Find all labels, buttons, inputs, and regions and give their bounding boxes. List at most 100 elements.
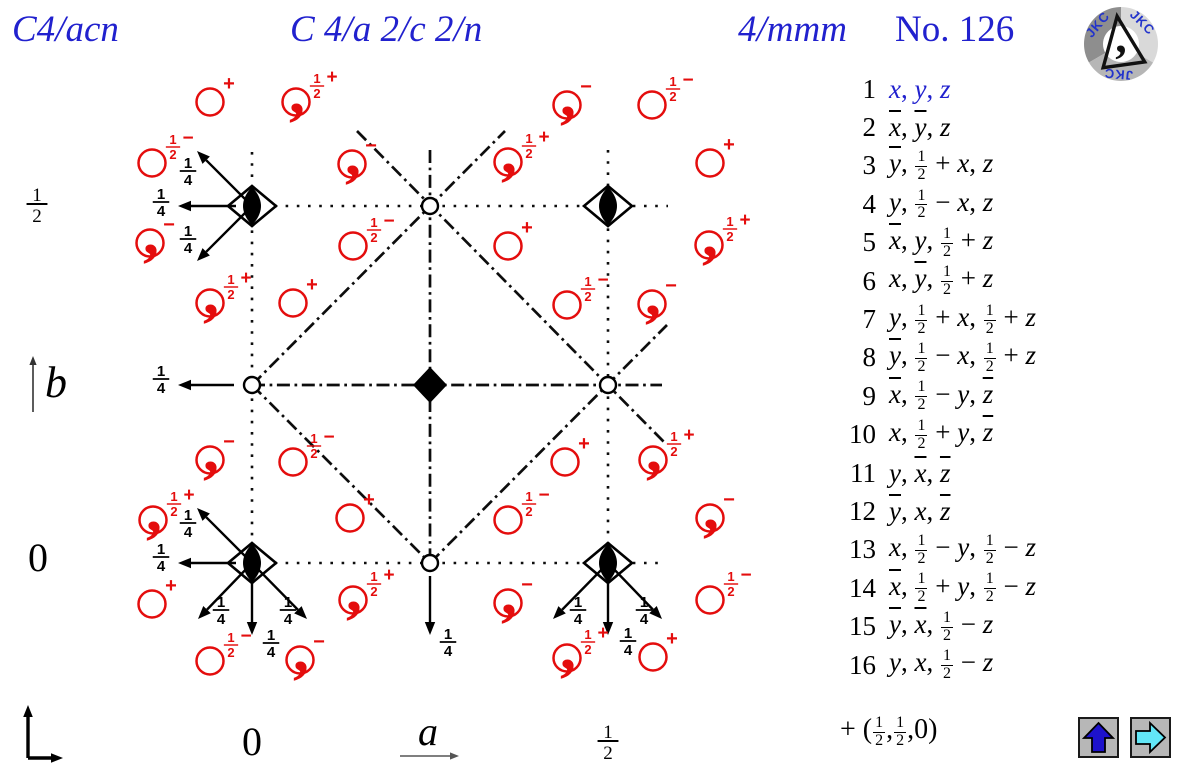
svg-text:1: 1	[726, 214, 733, 229]
axis-label-0: 0	[242, 719, 262, 764]
svg-text:4: 4	[184, 240, 193, 257]
operation-number: 2	[862, 112, 877, 143]
svg-text:4: 4	[267, 644, 276, 661]
atom-symbol: 12−	[338, 211, 395, 261]
svg-text:2: 2	[525, 146, 532, 161]
operation-number: 7	[862, 304, 877, 335]
svg-text:−: −	[240, 626, 251, 647]
comma-glyph: ,	[146, 474, 162, 545]
comma-glyph: ,	[702, 199, 718, 270]
next-button[interactable]	[1130, 717, 1171, 758]
svg-text:4: 4	[157, 558, 166, 575]
atom-enantiomorph-symbol: , −	[337, 118, 377, 189]
n-glide-line	[251, 130, 506, 386]
svg-text:−: −	[580, 76, 592, 98]
operation-number: 6	[862, 265, 877, 296]
svg-text:1: 1	[370, 215, 377, 230]
svg-text:+: +	[183, 485, 194, 506]
svg-text:2: 2	[370, 584, 377, 599]
height-label-quarter: 14	[439, 626, 457, 660]
svg-text:1: 1	[184, 155, 192, 172]
svg-text:+: +	[683, 425, 694, 446]
operation-number: 10	[849, 419, 876, 450]
svg-text:1: 1	[32, 185, 42, 206]
svg-text:2: 2	[670, 444, 677, 459]
svg-text:1: 1	[584, 627, 591, 642]
twofold-axis-arrow	[178, 379, 234, 391]
svg-text:1: 1	[525, 489, 532, 504]
axis-label-b: b	[45, 358, 67, 407]
height-label-quarter: 14	[262, 627, 280, 661]
n-glide-line	[429, 324, 668, 564]
comma-glyph: ,	[346, 554, 362, 625]
inversion-center-symbol	[420, 553, 440, 573]
atom-enantiomorph-symbol: , 12+	[493, 116, 550, 187]
fourfold-axis-symbol	[413, 367, 447, 403]
comma-glyph: ,	[560, 59, 576, 130]
svg-text:+: +	[578, 433, 590, 455]
axis-arrow	[23, 705, 33, 758]
svg-text:4: 4	[157, 203, 166, 220]
svg-text:2: 2	[313, 86, 320, 101]
operation-number: 14	[849, 572, 876, 603]
svg-text:−: −	[597, 270, 608, 291]
svg-text:2: 2	[32, 206, 42, 227]
atom-enantiomorph-symbol: , 12+	[552, 612, 609, 683]
operation-number: 3	[862, 150, 877, 181]
svg-text:1: 1	[184, 223, 192, 240]
svg-text:−: −	[723, 489, 735, 511]
svg-text:4: 4	[444, 643, 453, 660]
twofold-axis-arrow	[197, 508, 253, 564]
operation-number: 1	[862, 73, 877, 104]
svg-text:1: 1	[584, 274, 591, 289]
svg-text:4: 4	[157, 380, 166, 397]
svg-text:1: 1	[669, 74, 676, 89]
twofold-axis-arrow	[424, 576, 436, 635]
comma-glyph: ,	[501, 116, 517, 187]
svg-text:1: 1	[169, 132, 176, 147]
point-group-symbol: 4/mmm	[738, 9, 847, 50]
svg-text:+: +	[240, 268, 251, 289]
svg-text:+: +	[306, 274, 318, 296]
atom-symbol: +	[195, 73, 235, 117]
svg-text:1: 1	[370, 569, 377, 584]
atom-symbol: 12−	[195, 626, 252, 676]
fourbar-axis-symbol	[581, 184, 635, 228]
comma-glyph: ,	[703, 472, 719, 543]
svg-text:1: 1	[310, 431, 317, 446]
height-label-quarter: 14	[212, 594, 230, 628]
n-glide-line	[356, 130, 666, 444]
svg-text:1: 1	[313, 71, 320, 86]
twofold-axis-arrow	[553, 562, 609, 619]
axis-label-0: 0	[28, 535, 48, 580]
svg-text:2: 2	[584, 642, 591, 657]
fraction-label: 12	[580, 274, 596, 304]
svg-text:4: 4	[624, 642, 633, 659]
svg-text:+: +	[723, 134, 735, 156]
atom-symbol: 12−	[637, 70, 694, 120]
svg-text:1: 1	[624, 625, 632, 642]
svg-text:1: 1	[157, 363, 165, 380]
svg-text:1: 1	[603, 722, 613, 743]
svg-text:2: 2	[603, 743, 613, 764]
operation-number: 15	[849, 611, 876, 642]
svg-text:−: −	[365, 135, 377, 157]
svg-text:+: +	[363, 489, 375, 511]
axis-arrow	[28, 753, 63, 763]
fraction-label: 12	[665, 74, 681, 104]
atom-enantiomorph-symbol: , −	[695, 472, 735, 543]
svg-text:+: +	[538, 127, 549, 148]
svg-text:−: −	[521, 574, 533, 596]
atom-symbol: +	[638, 628, 678, 672]
space-group-symbol-full: C 4/a 2/c 2/n	[290, 9, 483, 50]
fraction-label: 12	[366, 569, 382, 599]
up-button[interactable]	[1078, 717, 1119, 758]
